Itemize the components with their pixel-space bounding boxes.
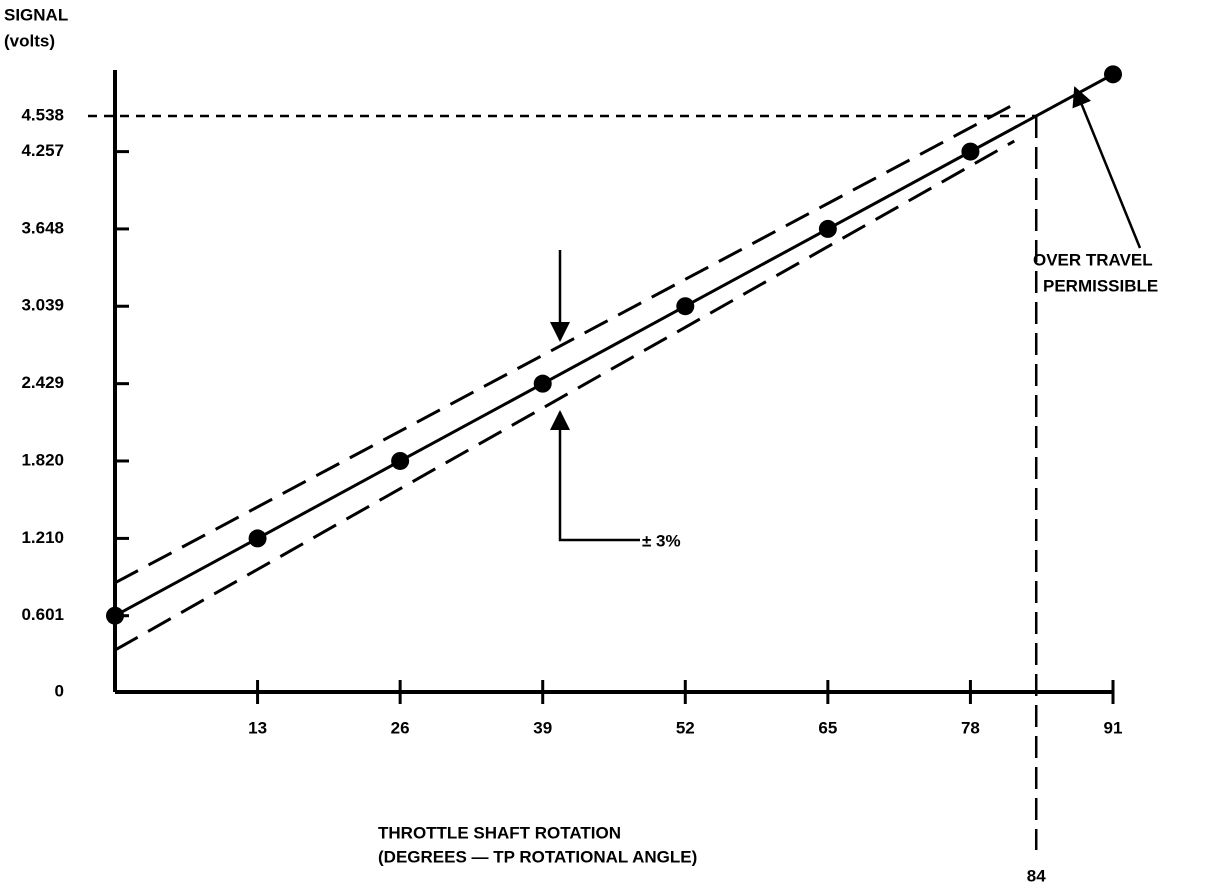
y-tick-label: 3.039 xyxy=(21,296,64,315)
data-point xyxy=(533,374,552,393)
arrow xyxy=(1072,86,1142,249)
x-tick-label: 39 xyxy=(533,718,552,737)
arrow xyxy=(550,410,640,542)
y-tick-label: 1.210 xyxy=(21,528,64,547)
annotation: PERMISSIBLE xyxy=(1043,276,1158,295)
data-point xyxy=(248,529,267,548)
series-line xyxy=(114,72,1114,618)
x-tick-label: 52 xyxy=(676,718,695,737)
x-tick-label: 65 xyxy=(818,718,837,737)
y-tick-label: 4.257 xyxy=(21,141,64,160)
x-tick-label: 84 xyxy=(1027,866,1046,885)
annotation: OVER TRAVEL xyxy=(1033,250,1153,269)
y-tick-label: 0.601 xyxy=(21,605,64,624)
data-point xyxy=(391,451,410,470)
x-tick-label: 13 xyxy=(248,718,267,737)
x-axis-label: THROTTLE SHAFT ROTATION xyxy=(378,823,621,842)
y-tick-label: 4.538 xyxy=(21,105,64,124)
y-tick-label: 1.820 xyxy=(21,450,64,469)
x-tick-label: 78 xyxy=(961,718,980,737)
data-point xyxy=(818,219,837,238)
x-axis-label: (DEGREES — TP ROTATIONAL ANGLE) xyxy=(378,847,697,866)
data-point xyxy=(676,297,695,316)
y-axis-label: SIGNAL xyxy=(4,5,68,24)
x-tick-label: 26 xyxy=(391,718,410,737)
data-point xyxy=(106,606,124,625)
annotation: ± 3% xyxy=(642,531,681,550)
y-tick-label: 0 xyxy=(55,681,64,700)
tolerance-band xyxy=(114,139,1016,652)
y-tick-label: 3.648 xyxy=(21,218,64,237)
y-tick-label: 2.429 xyxy=(21,373,64,392)
x-tick-label: 91 xyxy=(1104,718,1123,737)
data-point xyxy=(1104,65,1122,84)
y-axis-label: (volts) xyxy=(4,31,55,50)
tolerance-band xyxy=(114,102,1016,585)
data-point xyxy=(961,142,980,161)
